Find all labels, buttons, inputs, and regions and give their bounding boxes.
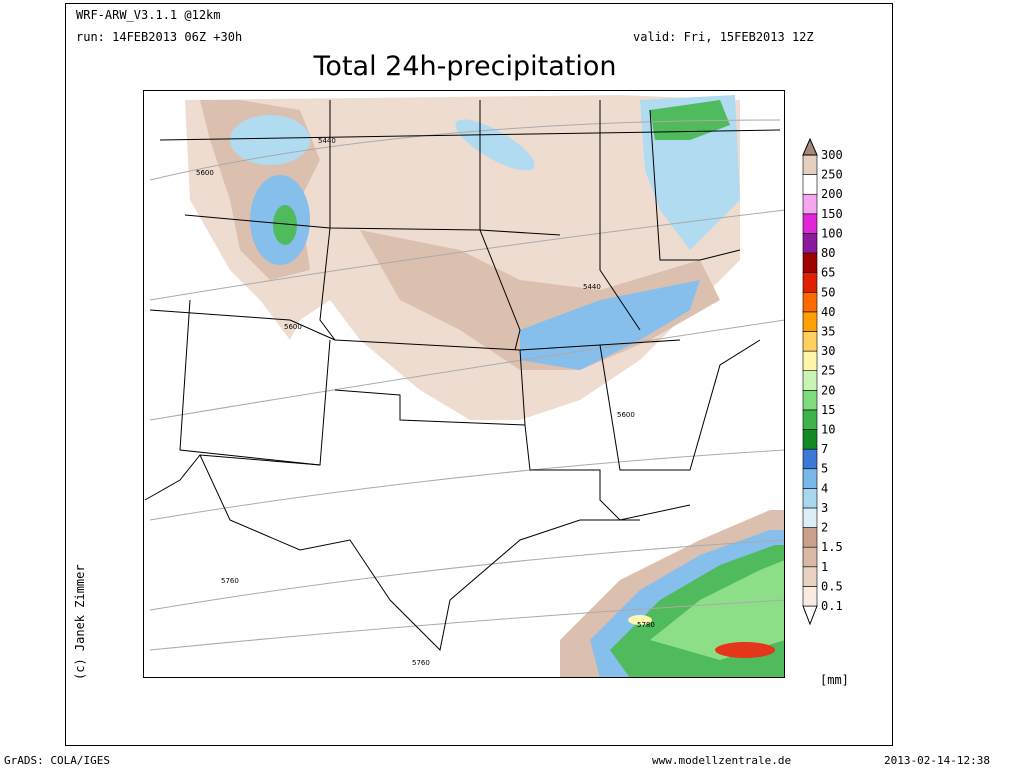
colorbar-label: 80	[821, 246, 835, 260]
colorbar-label: 0.1	[821, 599, 843, 613]
colorbar-swatch	[802, 272, 818, 293]
colorbar-swatch	[802, 566, 818, 587]
colorbar: 0.1 0.5 1 1.5 2 3 4 5 7 10 15 20 25 30 35 40 50 65 80 100 15…	[802, 137, 843, 626]
title: Total 24h-precipitation	[313, 51, 617, 82]
colorbar-swatch	[802, 429, 818, 450]
map: 5440 5440 5600 5600 5600 5760 5760 5780	[143, 90, 785, 678]
colorbar-label: 30	[821, 344, 835, 358]
contour-label: 5440	[583, 283, 601, 291]
colorbar-label: 200	[821, 187, 843, 201]
colorbar-label: 3	[821, 501, 828, 515]
colorbar-label: 300	[821, 148, 843, 162]
contour-label: 5600	[284, 323, 302, 331]
contour-label: 5600	[617, 411, 635, 419]
colorbar-swatch	[802, 546, 818, 568]
timestamp: 2013-02-14-12:38	[884, 754, 990, 767]
colorbar-label: 4	[821, 481, 828, 495]
colorbar-swatch	[802, 448, 818, 470]
colorbar-swatch	[802, 507, 818, 528]
contour-label: 5760	[412, 659, 430, 667]
contour-label: 5600	[196, 169, 214, 177]
colorbar-swatch	[802, 350, 818, 371]
colorbar-swatch	[802, 252, 818, 273]
contour-label: 5760	[221, 577, 239, 585]
colorbar-swatch	[802, 233, 818, 254]
colorbar-cap	[802, 137, 818, 156]
colorbar-swatch	[802, 213, 818, 234]
colorbar-swatch	[802, 154, 818, 175]
colorbar-label: 40	[821, 305, 835, 319]
colorbar-swatch	[802, 311, 818, 332]
colorbar-label: 20	[821, 383, 835, 397]
contour-label: 5440	[318, 137, 336, 145]
colorbar-label: 1.5	[821, 540, 843, 554]
colorbar-label: 15	[821, 403, 835, 417]
colorbar-swatch	[802, 468, 818, 489]
colorbar-label: 50	[821, 285, 835, 299]
colorbar-label: 250	[821, 168, 843, 182]
colorbar-label: 100	[821, 226, 843, 240]
colorbar-label: 150	[821, 207, 843, 221]
colorbar-label: 7	[821, 442, 828, 456]
colorbar-swatch	[802, 488, 818, 509]
colorbar-swatch	[802, 370, 818, 391]
colorbar-label: 10	[821, 423, 835, 437]
colorbar-swatch	[802, 193, 818, 215]
unit-label: [mm]	[820, 673, 849, 687]
site-label: www.modellzentrale.de	[652, 754, 791, 767]
credit: (c) Janek Zimmer	[73, 564, 87, 680]
model-label: WRF-ARW_V3.1.1 @12km	[76, 8, 221, 22]
colorbar-swatch	[802, 390, 818, 411]
colorbar-label: 0.5	[821, 579, 843, 593]
colorbar-label: 1	[821, 560, 828, 574]
colorbar-swatch	[802, 586, 818, 607]
colorbar-swatch	[802, 174, 818, 195]
colorbar-label: 2	[821, 521, 828, 535]
valid-label: valid: Fri, 15FEB2013 12Z	[633, 30, 814, 44]
colorbar-swatch	[802, 527, 818, 548]
contour-label: 5780	[637, 621, 655, 629]
colorbar-swatch	[802, 291, 818, 313]
colorbar-label: 5	[821, 462, 828, 476]
software-label: GrADS: COLA/IGES	[4, 754, 110, 767]
run-label: run: 14FEB2013 06Z +30h	[76, 30, 242, 44]
colorbar-label: 25	[821, 364, 835, 378]
colorbar-swatch	[802, 409, 818, 430]
colorbar-swatch	[802, 331, 818, 352]
colorbar-label: 35	[821, 324, 835, 338]
colorbar-label: 65	[821, 266, 835, 280]
